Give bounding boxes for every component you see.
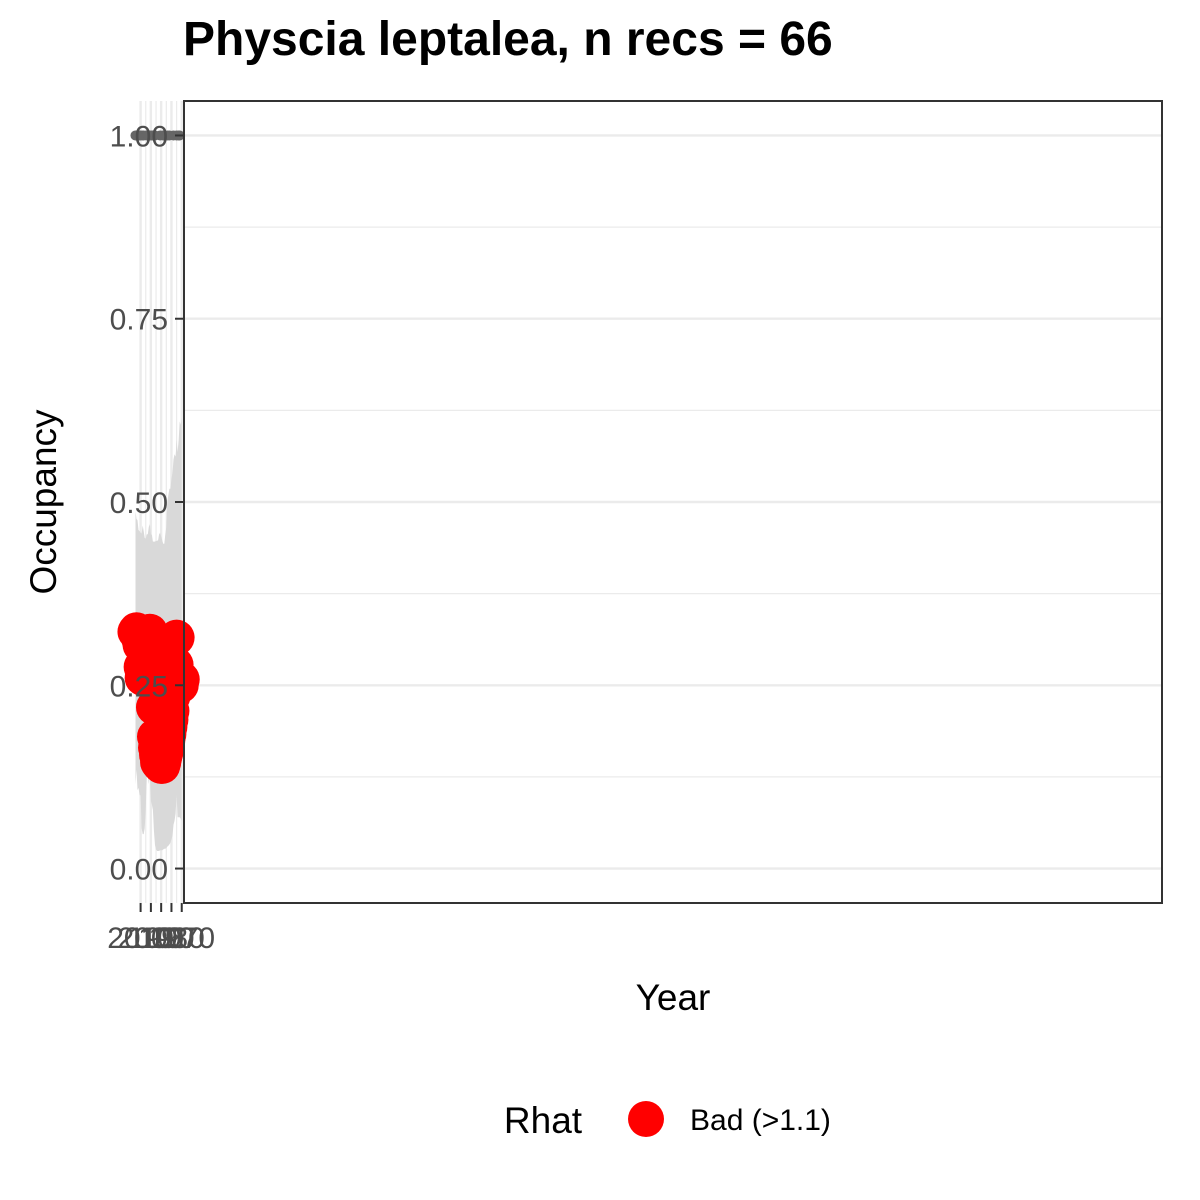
y-tick-label: 0.00 bbox=[110, 854, 168, 887]
legend-title: Rhat bbox=[504, 1100, 583, 1141]
x-tick-label: 1970 bbox=[148, 922, 215, 955]
y-tick-label: 0.25 bbox=[110, 670, 168, 703]
y-tick-label: 0.50 bbox=[110, 487, 168, 520]
data-point bbox=[117, 613, 154, 650]
x-tick-label: 2000 bbox=[118, 922, 185, 955]
chart-title: Physcia leptalea, n recs = 66 bbox=[183, 13, 833, 66]
y-axis: 0.00 0.25 0.50 0.75 1.00 bbox=[110, 120, 184, 887]
y-tick-label: 1.00 bbox=[110, 120, 168, 153]
data-point bbox=[135, 689, 172, 726]
data-point bbox=[136, 718, 173, 755]
x-tick-label: 1990 bbox=[128, 922, 195, 955]
legend: Rhat Bad (>1.1) bbox=[504, 1100, 831, 1141]
record-point bbox=[130, 130, 141, 141]
y-tick-label: 0.75 bbox=[110, 304, 168, 337]
y-axis-title: Occupancy bbox=[23, 409, 64, 595]
legend-key-bad bbox=[628, 1101, 664, 1137]
grid-major bbox=[139, 101, 1162, 903]
x-axis-title: Year bbox=[636, 977, 711, 1018]
x-tick-label: 1980 bbox=[138, 922, 205, 955]
x-tick-label: 2010 bbox=[107, 922, 174, 955]
legend-label-bad: Bad (>1.1) bbox=[690, 1104, 831, 1137]
